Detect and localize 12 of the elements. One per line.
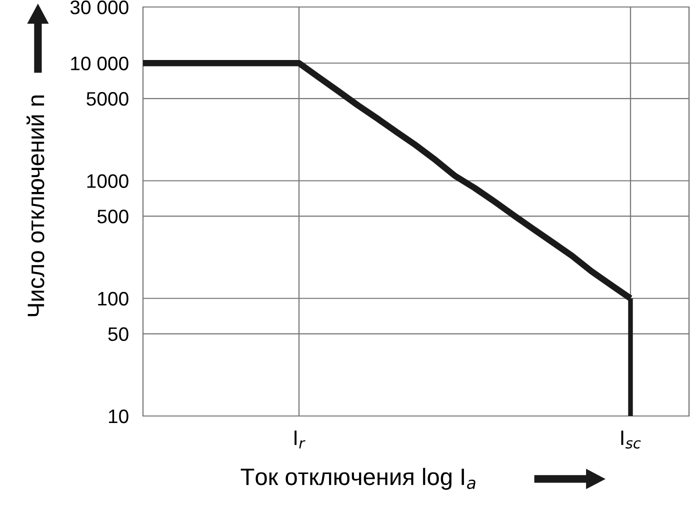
x-axis-title: Ток отключения log I$_{a}$ bbox=[240, 468, 476, 490]
y-tick-label: 10 bbox=[108, 409, 128, 424]
y-tick-label: 1000 bbox=[87, 174, 128, 188]
y-tick-label: 50 bbox=[108, 327, 128, 342]
x-tick-label: I$_{sc}$ bbox=[621, 430, 641, 449]
y-tick-label: 30 000 bbox=[70, 0, 128, 14]
y-tick-label: 100 bbox=[98, 292, 128, 306]
y-tick-label: 10 000 bbox=[71, 56, 128, 70]
y-axis-title: Число отключений n bbox=[26, 96, 44, 316]
y-tick-label: 5000 bbox=[86, 92, 128, 106]
y-tick-label: 500 bbox=[97, 210, 128, 224]
x-tick-label: I$_{r}$ bbox=[294, 430, 306, 448]
